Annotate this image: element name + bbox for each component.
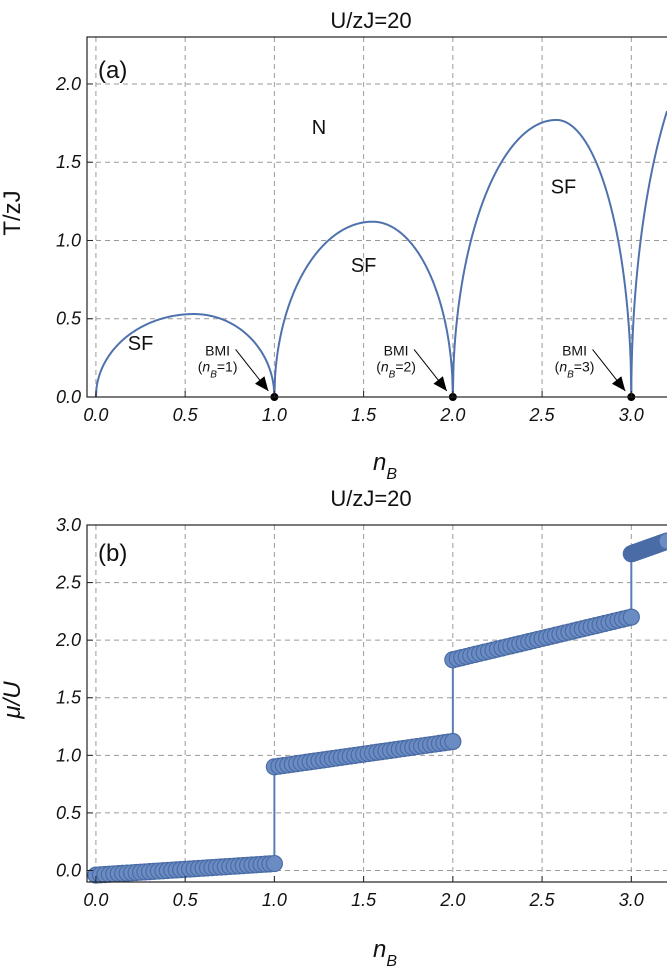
bmi-arrowhead xyxy=(255,376,269,391)
x-tick-label: 1.5 xyxy=(351,890,377,910)
bmi-value: =3) xyxy=(574,358,595,374)
phase-boundary-3 xyxy=(451,118,633,398)
bmi-label: BMI xyxy=(562,342,587,358)
y-tick-label: 0.5 xyxy=(56,803,82,823)
x-tick-label: 2.5 xyxy=(529,405,556,425)
bmi-sublabel: (nB=3) xyxy=(555,358,595,380)
mu-step-line xyxy=(95,540,667,877)
bmi-var-sub: B xyxy=(210,369,217,380)
panel-a-region-labels: N SF SF SF xyxy=(128,117,577,355)
y-tick-label: 2.0 xyxy=(55,74,81,94)
bmi-var-sub: B xyxy=(567,369,574,380)
panel-b: U/zJ=20 0.0 0.5 1.0 1.5 2.0 2.5 3.0 0.0 0.5 1.0 1.… xyxy=(0,486,667,970)
y-tick-label: 2.5 xyxy=(55,573,82,593)
bmi-arrowhead xyxy=(611,376,626,391)
phase-boundary-1 xyxy=(94,313,276,398)
x-tick-label: 0.0 xyxy=(83,405,108,425)
panel-a-label: (a) xyxy=(98,57,127,84)
x-tick-label: 2.5 xyxy=(529,890,556,910)
bmi-var: n xyxy=(202,358,210,374)
panel-b-frame xyxy=(86,524,667,883)
x-tick-label: 1.0 xyxy=(262,890,287,910)
region-label: SF xyxy=(128,333,154,355)
x-tick-label: 0.5 xyxy=(173,890,199,910)
x-tick-label: 2.0 xyxy=(439,405,465,425)
panel-b-xlabel-main: n xyxy=(373,936,386,963)
bmi-label: BMI xyxy=(384,342,409,358)
panel-b-xlabel-sub: B xyxy=(386,953,397,970)
panel-b-points xyxy=(87,532,667,884)
bmi-sublabel: (nB=1) xyxy=(198,358,238,380)
panel-b-xlabel: nB xyxy=(373,936,397,970)
panel-a-xlabel-sub: B xyxy=(386,466,397,483)
y-tick-label: 3.0 xyxy=(56,515,81,535)
mu-point xyxy=(444,732,462,751)
panel-b-title: U/zJ=20 xyxy=(330,486,411,511)
panel-a-annotations: BMI(nB=1)BMI(nB=2)BMI(nB=3) xyxy=(198,342,626,392)
y-tick-label: 2.0 xyxy=(55,630,81,650)
bmi-var: n xyxy=(559,358,567,374)
x-tick-label: 1.0 xyxy=(262,405,287,425)
phase-boundary-2 xyxy=(273,220,454,398)
y-tick-label: 0.0 xyxy=(56,860,81,880)
bmi-value: =1) xyxy=(217,358,238,374)
mu-point xyxy=(622,608,640,626)
y-tick-label: 0.0 xyxy=(56,387,81,407)
x-tick-label: 0.5 xyxy=(173,405,199,425)
x-tick-label: 3.0 xyxy=(619,405,644,425)
bmi-open-paren: ( xyxy=(376,358,381,374)
mu-point xyxy=(265,854,283,873)
panel-b-ylabel: μ/U xyxy=(0,681,26,720)
bmi-var: n xyxy=(381,358,389,374)
x-tick-label: 1.5 xyxy=(351,405,377,425)
y-tick-label: 0.5 xyxy=(56,309,82,329)
panel-a-title: U/zJ=20 xyxy=(330,8,411,33)
bmi-open-paren: ( xyxy=(555,358,560,374)
panel-b-label: (b) xyxy=(98,540,127,567)
panel-b-steps xyxy=(95,540,667,877)
y-tick-label: 1.5 xyxy=(56,152,82,172)
panel-a-frame xyxy=(86,36,667,398)
panel-a-ticks: 0.0 0.5 1.0 1.5 2.0 2.5 3.0 0.0 0.5 1.0 1.5 2.0 xyxy=(55,74,644,425)
x-tick-label: 0.0 xyxy=(83,890,108,910)
y-tick-label: 1.5 xyxy=(56,688,82,708)
bmi-label: BMI xyxy=(205,342,230,358)
region-label: N xyxy=(312,117,326,139)
bmi-value: =2) xyxy=(395,358,416,374)
region-label: SF xyxy=(551,177,577,199)
panel-a-xlabel: nB xyxy=(373,449,397,483)
y-tick-label: 1.0 xyxy=(56,745,81,765)
bmi-open-paren: ( xyxy=(198,358,203,374)
panel-a-curves xyxy=(94,110,667,398)
region-label: SF xyxy=(351,255,377,277)
panel-a-ylabel: T/zJ xyxy=(0,190,26,235)
panel-a-xlabel-main: n xyxy=(373,449,386,476)
mu-point xyxy=(658,532,667,550)
y-tick-label: 1.0 xyxy=(56,230,81,250)
x-tick-label: 2.0 xyxy=(439,890,465,910)
bmi-arrowhead xyxy=(433,376,447,391)
bmi-sublabel: (nB=2) xyxy=(376,358,416,380)
phase-boundary-4 xyxy=(630,110,667,398)
panel-b-grid xyxy=(87,524,667,882)
panel-b-ticks: 0.0 0.5 1.0 1.5 2.0 2.5 3.0 0.0 0.5 1.0 1.5 2.0 2.5 3… xyxy=(55,515,644,910)
bmi-var-sub: B xyxy=(389,369,396,380)
x-tick-label: 3.0 xyxy=(619,890,644,910)
